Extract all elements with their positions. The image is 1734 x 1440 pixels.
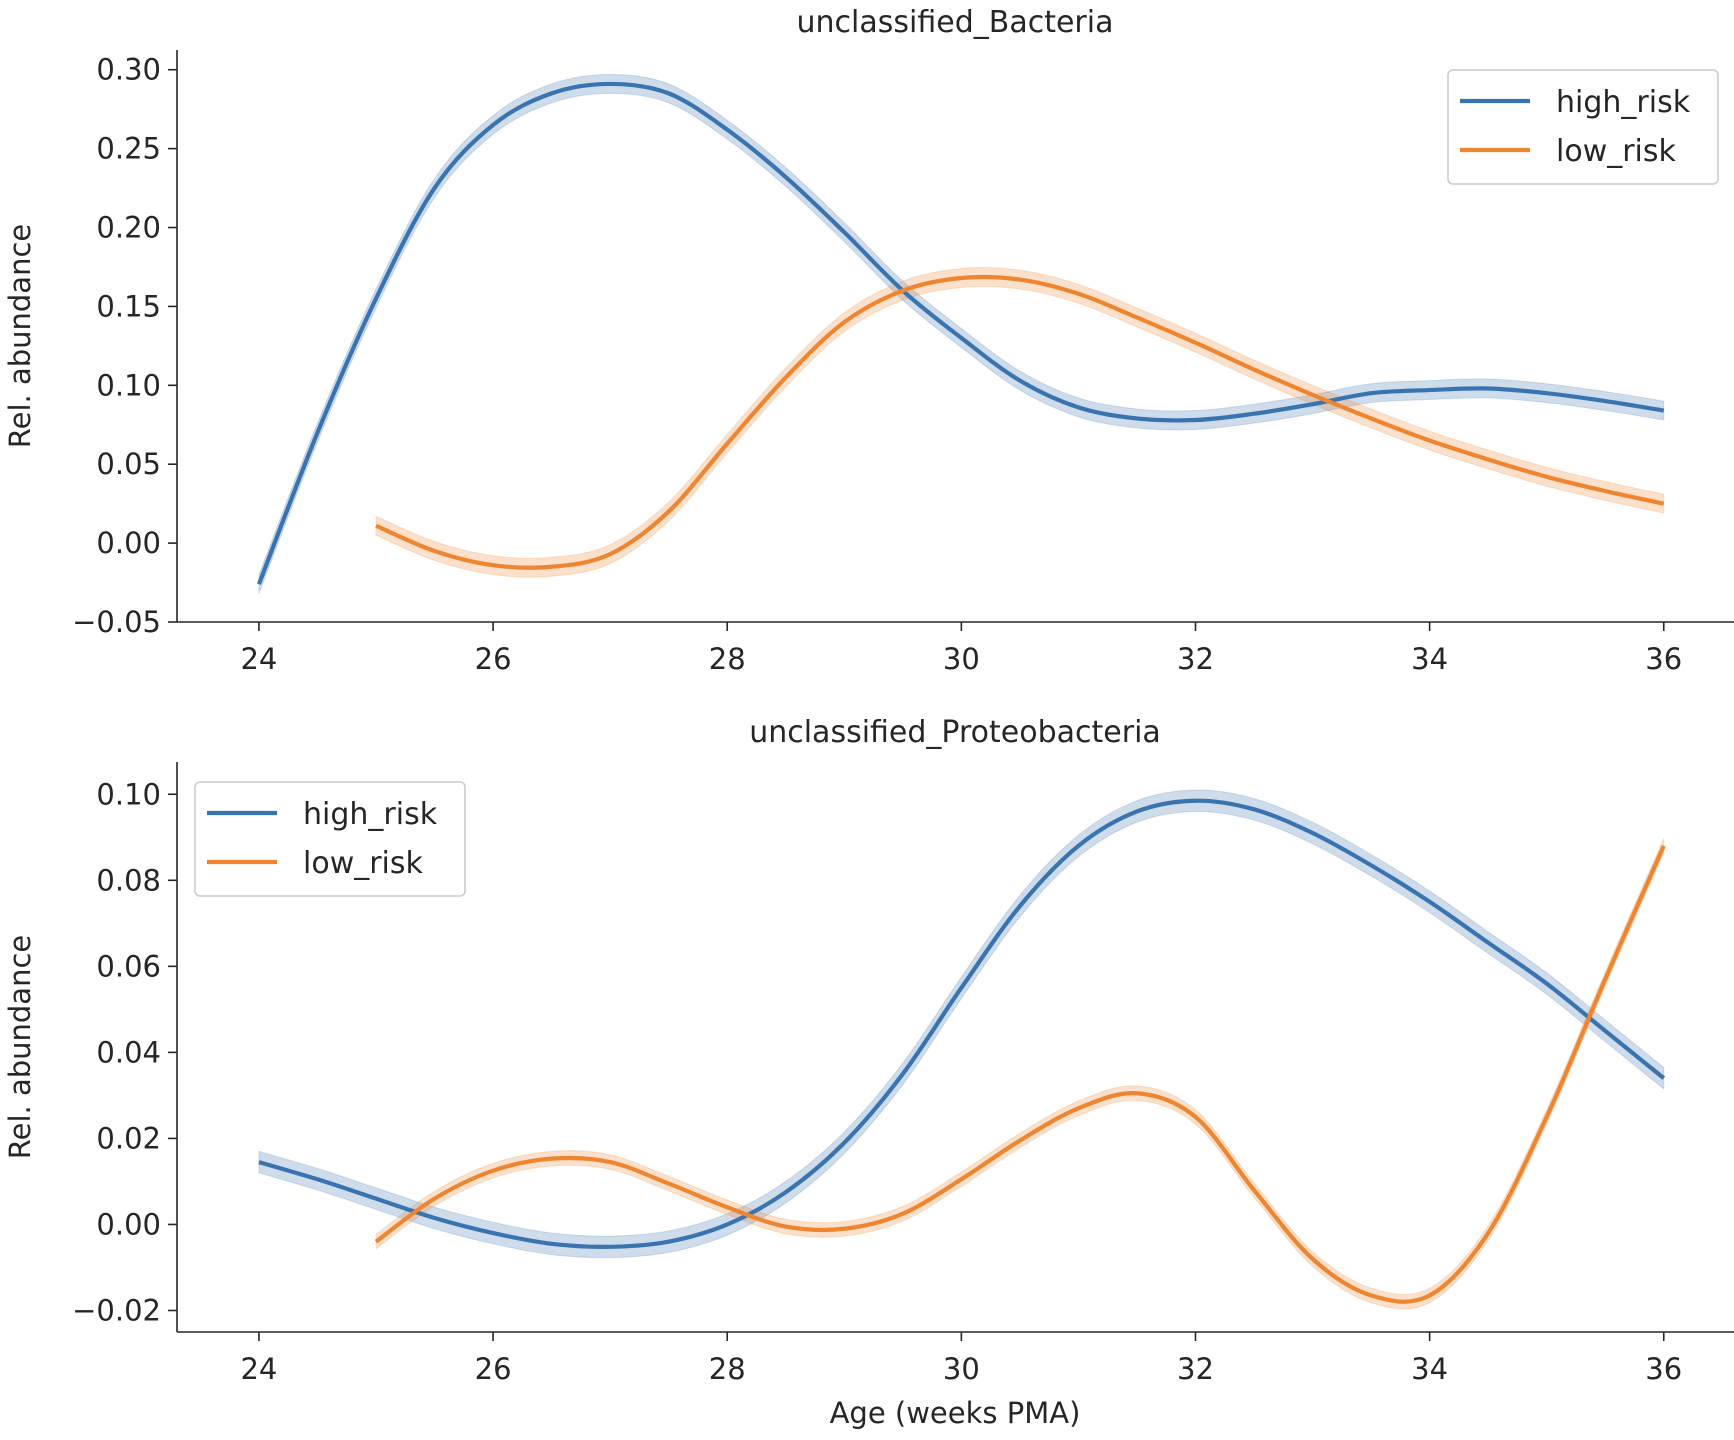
x-tick-label: 30: [943, 1352, 980, 1386]
y-tick-label: 0.08: [96, 863, 161, 897]
y-tick-label: 0.20: [96, 211, 161, 245]
x-tick-label: 28: [709, 1352, 746, 1386]
x-tick-label: 24: [240, 642, 277, 676]
chart-panel-proteobacteria: unclassified_Proteobacteria Rel. abundanc…: [3, 715, 1734, 1430]
x-tick-label: 30: [943, 642, 980, 676]
x-tick-label: 28: [709, 642, 746, 676]
y-tick-label: 0.05: [96, 447, 161, 481]
series-line-low_risk: [374, 845, 1666, 1304]
y-tick-label: 0.04: [96, 1035, 161, 1069]
chart-title: unclassified_Bacteria: [797, 5, 1114, 40]
series-line-high_risk: [258, 798, 1666, 1249]
y-tick-label: 0.00: [96, 1207, 161, 1241]
legend: high_risk low_risk: [1447, 69, 1719, 185]
y-tick-label: −0.02: [72, 1293, 161, 1327]
series-band-low_risk: [375, 838, 1665, 1310]
x-tick-label: 32: [1177, 642, 1214, 676]
y-tick-label: 0.15: [96, 289, 161, 323]
y-tick-label: 0.10: [96, 368, 161, 402]
x-tick-label: 36: [1645, 642, 1682, 676]
y-tick-label: 0.00: [96, 526, 161, 560]
series-line-low_risk: [375, 274, 1665, 570]
x-axis-label: Age (weeks PMA): [830, 1396, 1081, 1430]
y-tick-label: 0.30: [96, 53, 161, 87]
x-tick-label: 26: [475, 1352, 512, 1386]
legend-label: high_risk: [303, 797, 438, 832]
legend-frame: [1447, 69, 1719, 185]
y-tick-label: −0.05: [72, 605, 161, 639]
y-axis-label: Rel. abundance: [3, 935, 37, 1159]
x-tick-label: 34: [1411, 642, 1448, 676]
y-tick-label: 0.25: [96, 132, 161, 166]
legend: high_risk low_risk: [194, 781, 466, 897]
legend-label: low_risk: [1556, 134, 1677, 169]
series-band-low_risk: [375, 267, 1665, 578]
x-tick-label: 32: [1177, 1352, 1214, 1386]
y-tick-label: 0.02: [96, 1121, 161, 1155]
legend-frame: [194, 781, 466, 897]
chart-title: unclassified_Proteobacteria: [749, 715, 1161, 750]
legend-label: low_risk: [303, 846, 424, 881]
x-tick-label: 24: [240, 1352, 277, 1386]
y-axis-label: Rel. abundance: [3, 224, 37, 448]
x-tick-label: 26: [475, 642, 512, 676]
y-tick-label: 0.06: [96, 949, 161, 983]
x-tick-label: 36: [1645, 1352, 1682, 1386]
y-tick-label: 0.10: [96, 777, 161, 811]
legend-label: high_risk: [1556, 85, 1691, 120]
x-tick-label: 34: [1411, 1352, 1448, 1386]
chart-panel-bacteria: unclassified_Bacteria Rel. abundance −0.05…: [3, 5, 1734, 676]
series-band-high_risk: [258, 73, 1665, 594]
